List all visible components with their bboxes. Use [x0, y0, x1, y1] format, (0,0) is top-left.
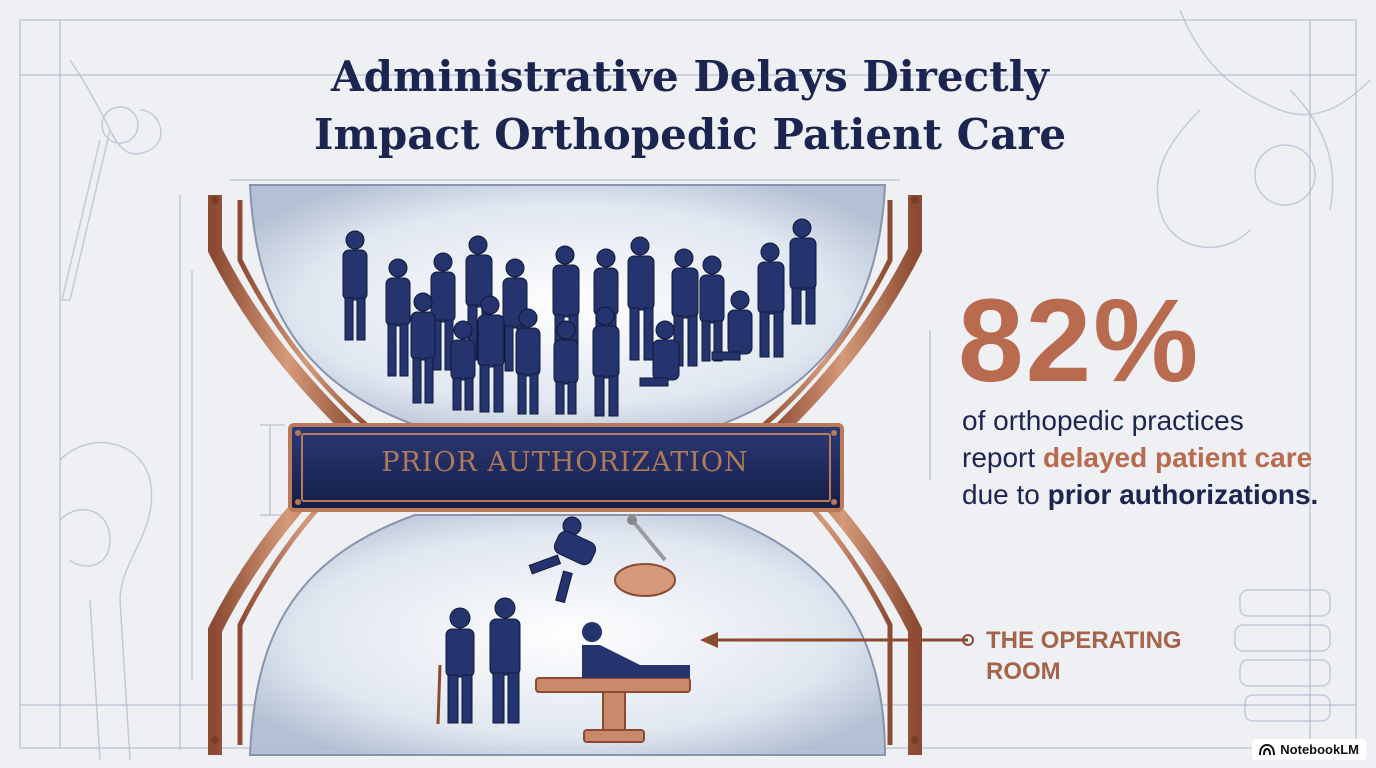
bone-sketches-left — [59, 59, 162, 761]
assisted-walking-patients — [436, 597, 521, 725]
operating-room-line-1: THE OPERATING — [986, 627, 1182, 654]
stat-desc-part1: of orthopedic practices report — [962, 405, 1244, 473]
hourglass-lower-bulb — [248, 514, 887, 756]
surgical-lamp — [614, 515, 676, 597]
operating-room-label: THE OPERATING ROOM — [986, 625, 1182, 687]
frame-rivets — [211, 196, 919, 744]
title-line-2: Impact Orthopedic Patient Care — [313, 110, 1067, 159]
stat-desc-part2: due to — [962, 479, 1048, 510]
waiting-patients-crowd — [342, 218, 817, 417]
stat-desc-bold: prior authorizations. — [1047, 479, 1319, 510]
notebooklm-logo-icon — [1259, 743, 1276, 755]
operating-room-arrow — [700, 632, 974, 648]
falling-patient — [528, 516, 597, 604]
prior-authorization-banner-plate — [288, 423, 844, 512]
operating-room-line-2: ROOM — [986, 658, 1061, 685]
badge-label: NotebookLM — [1280, 742, 1359, 757]
prior-authorization-label: PRIOR AUTHORIZATION — [381, 447, 749, 478]
stat-value: 82% — [958, 275, 1201, 407]
page-title: Administrative Delays Directly Impact Or… — [160, 48, 1220, 164]
operating-table — [535, 622, 691, 743]
stat-description: of orthopedic practices report delayed p… — [962, 402, 1322, 513]
bone-sketches-right — [1156, 9, 1371, 722]
notebooklm-badge: NotebookLM — [1252, 739, 1366, 760]
stat-desc-highlight: delayed patient care — [1042, 442, 1313, 473]
title-line-1: Administrative Delays Directly — [331, 52, 1049, 101]
